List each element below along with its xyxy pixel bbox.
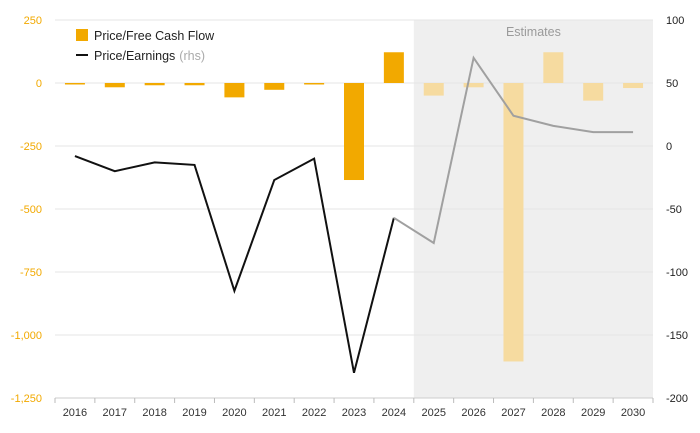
bar-pfcf xyxy=(304,83,325,85)
bar-pfcf xyxy=(104,83,125,88)
x-tick-label: 2029 xyxy=(581,407,605,419)
legend-label-pfcf: Price/Free Cash Flow xyxy=(94,29,215,43)
y-left-tick-label: -750 xyxy=(20,267,42,279)
x-tick-label: 2022 xyxy=(302,407,326,419)
x-tick-label: 2016 xyxy=(63,407,87,419)
legend-swatch-bar xyxy=(76,29,88,41)
x-tick-label: 2017 xyxy=(103,407,127,419)
x-axis: 2016 2017 2018 2019 2020 2021 2022 2023 2024 2025… xyxy=(54,397,654,419)
bar-series xyxy=(64,52,644,362)
x-tick-label: 2030 xyxy=(621,407,645,419)
x-tick-label: 2023 xyxy=(342,407,366,419)
x-tick-label: 2025 xyxy=(421,407,445,419)
y-left-tick-label: -1,250 xyxy=(11,393,42,405)
bar-pfcf xyxy=(503,83,524,362)
legend-label-pe-suffix: (rhs) xyxy=(179,49,205,63)
x-tick-label: 2021 xyxy=(262,407,286,419)
y-left-tick-label: -250 xyxy=(20,141,42,153)
x-tick-label: 2027 xyxy=(501,407,525,419)
bar-pfcf xyxy=(543,52,564,83)
legend-label-pe: Price/Earnings (rhs) xyxy=(94,49,205,63)
y-right-tick-label: 50 xyxy=(666,78,678,90)
bar-pfcf xyxy=(383,52,404,83)
bar-pfcf xyxy=(264,83,285,90)
legend-label-pe-name: Price/Earnings xyxy=(94,49,175,63)
y-left-tick-label: 0 xyxy=(36,78,42,90)
bar-pfcf xyxy=(64,83,85,85)
bar-pfcf xyxy=(463,83,484,88)
y-right-tick-label: -100 xyxy=(666,267,688,279)
y-left-tick-label: 250 xyxy=(24,15,42,27)
bar-pfcf xyxy=(423,83,444,96)
estimates-label: Estimates xyxy=(506,25,561,39)
y-left-tick-label: -1,000 xyxy=(11,330,42,342)
line-pe-actual xyxy=(74,155,395,374)
legend: Price/Free Cash Flow Price/Earnings (rhs) xyxy=(76,29,215,63)
x-tick-label: 2018 xyxy=(142,407,166,419)
y-axis-left: 250 0 -250 -500 -750 -1,000 -1,250 xyxy=(11,15,42,405)
y-right-tick-label: 0 xyxy=(666,141,672,153)
y-axis-right: 100 50 0 -50 -100 -150 -200 xyxy=(666,15,688,405)
bar-pfcf xyxy=(184,83,205,86)
y-right-tick-label: 100 xyxy=(666,15,684,27)
bar-pfcf xyxy=(144,83,165,86)
x-tick-label: 2028 xyxy=(541,407,565,419)
x-tick-label: 2020 xyxy=(222,407,246,419)
x-tick-label: 2026 xyxy=(461,407,485,419)
y-right-tick-label: -50 xyxy=(666,204,682,216)
y-left-tick-label: -500 xyxy=(20,204,42,216)
line-series xyxy=(74,55,634,374)
line-pe-estimate xyxy=(393,55,634,245)
x-tick-label: 2024 xyxy=(382,407,406,419)
bar-pfcf xyxy=(623,83,644,89)
bar-pfcf xyxy=(583,83,604,101)
x-tick-label: 2019 xyxy=(182,407,206,419)
y-right-tick-label: -200 xyxy=(666,393,688,405)
bar-pfcf xyxy=(344,83,364,181)
bar-pfcf xyxy=(224,83,245,98)
y-right-tick-label: -150 xyxy=(666,330,688,342)
